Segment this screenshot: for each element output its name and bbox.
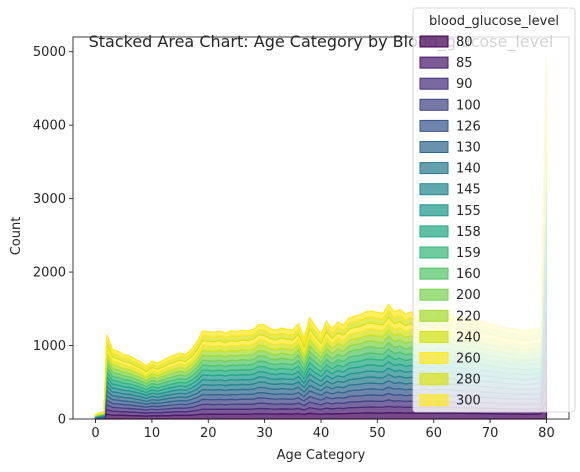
legend-label-145: 145 [456, 183, 481, 198]
legend-label-155: 155 [456, 204, 481, 219]
legend-swatch-159 [419, 246, 449, 259]
legend-label-160: 160 [456, 267, 481, 282]
legend-label-100: 100 [456, 98, 481, 113]
y-tick-label: 3000 [33, 192, 66, 207]
legend-swatch-155 [419, 204, 449, 217]
legend-swatch-260 [419, 352, 449, 364]
x-tick-label: 0 [91, 426, 99, 441]
x-axis-ticks: 0 10 20 30 40 50 60 70 80 [91, 419, 555, 441]
x-tick-label: 60 [425, 426, 442, 441]
legend-label-130: 130 [456, 141, 481, 156]
legend-label-200: 200 [456, 288, 481, 303]
legend-swatch-158 [419, 225, 449, 238]
legend-swatch-160 [419, 267, 449, 280]
legend-swatch-145 [419, 183, 449, 196]
legend-items: 80 85 90 100 126 130 140 145 155 158 159 160 200 220 2… [419, 35, 481, 409]
legend-label-159: 159 [456, 246, 481, 261]
x-tick-label: 50 [369, 426, 386, 441]
legend-label-300: 300 [456, 394, 481, 409]
legend-swatch-240 [419, 330, 449, 343]
legend-label-158: 158 [456, 225, 481, 240]
legend-swatch-80 [419, 35, 449, 48]
legend-label-85: 85 [456, 56, 473, 71]
legend-swatch-140 [419, 162, 449, 175]
legend-swatch-220 [419, 309, 449, 322]
x-tick-label: 30 [256, 426, 273, 441]
legend-swatch-300 [419, 394, 449, 407]
y-tick-label: 0 [58, 413, 66, 428]
y-tick-label: 2000 [33, 266, 66, 281]
x-tick-label: 40 [313, 426, 330, 441]
legend-swatch-126 [419, 119, 449, 132]
x-tick-label: 80 [538, 426, 555, 441]
legend-swatch-200 [419, 288, 449, 301]
legend-swatch-90 [419, 77, 449, 90]
x-tick-label: 10 [144, 426, 161, 441]
legend-label-140: 140 [456, 162, 481, 177]
y-axis-ticks: 0 1000 2000 3000 4000 5000 [33, 45, 73, 428]
legend-label-260: 260 [456, 352, 481, 367]
legend-swatch-85 [419, 56, 449, 69]
legend-label-80: 80 [456, 35, 473, 50]
legend-swatch-130 [419, 141, 449, 153]
legend-swatch-280 [419, 373, 449, 386]
legend-label-220: 220 [456, 309, 481, 324]
legend-swatch-100 [419, 98, 449, 111]
y-axis-title: Count [9, 217, 24, 256]
legend: blood_glucose_level 80 85 90 100 126 130 140 14… [412, 7, 576, 413]
y-tick-label: 4000 [33, 119, 66, 134]
y-tick-label: 5000 [33, 45, 66, 60]
legend-label-90: 90 [456, 77, 473, 92]
legend-label-126: 126 [456, 119, 481, 134]
legend-frame [412, 7, 576, 413]
x-tick-label: 70 [482, 426, 499, 441]
x-tick-label: 20 [200, 426, 217, 441]
legend-label-280: 280 [456, 373, 481, 388]
x-axis-title: Age Category [277, 448, 366, 463]
legend-label-240: 240 [456, 330, 481, 345]
y-tick-label: 1000 [33, 339, 66, 354]
legend-title: blood_glucose_level [429, 14, 559, 29]
